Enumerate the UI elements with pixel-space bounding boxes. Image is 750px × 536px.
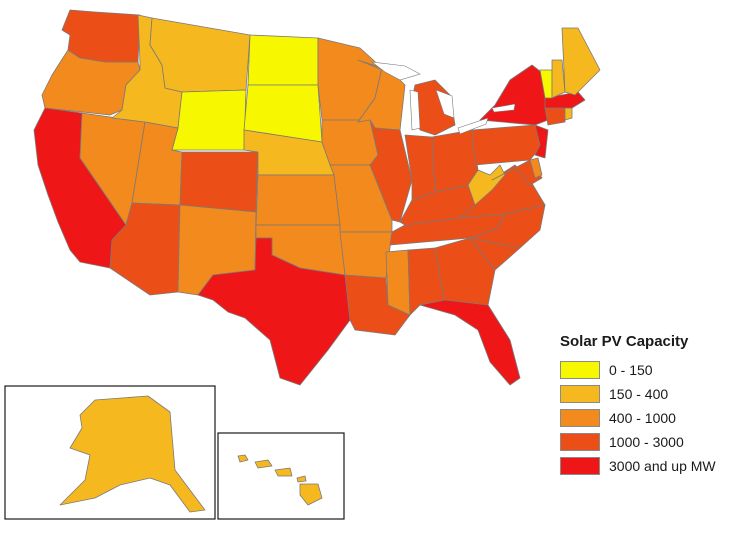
hawaii-inset-frame <box>217 432 345 520</box>
legend-swatch <box>560 457 600 475</box>
state-iowa <box>321 119 379 166</box>
state-kansas <box>255 174 341 226</box>
state-new-jersey <box>534 124 549 159</box>
legend-label: 150 - 400 <box>609 386 669 402</box>
state-florida <box>419 299 521 386</box>
legend-label: 3000 and up MW <box>609 458 716 474</box>
legend-rows: 0 - 150 150 - 400 400 - 1000 1000 - 3000… <box>560 360 745 476</box>
state-alaska <box>59 395 206 513</box>
state-arkansas <box>339 231 393 283</box>
legend-item: 150 - 400 <box>560 384 745 404</box>
lake-superior <box>370 61 421 81</box>
state-georgia <box>434 237 496 306</box>
state-colorado <box>179 151 259 213</box>
legend-swatch <box>560 385 600 403</box>
legend: Solar PV Capacity 0 - 150 150 - 400 400 … <box>560 333 745 480</box>
state-connecticut <box>544 107 566 126</box>
legend-label: 0 - 150 <box>609 362 653 378</box>
state-montana <box>149 17 251 93</box>
state-texas <box>197 237 351 386</box>
lake-erie <box>457 117 489 135</box>
legend-swatch <box>560 433 600 451</box>
legend-item: 3000 and up MW <box>560 456 745 476</box>
legend-item: 400 - 1000 <box>560 408 745 428</box>
state-hawaii <box>237 454 323 506</box>
state-maryland <box>491 159 543 186</box>
alaska-inset-frame <box>4 385 216 520</box>
legend-label: 400 - 1000 <box>609 410 676 426</box>
legend-swatch <box>560 409 600 427</box>
state-new-hampshire <box>551 59 566 99</box>
legend-title: Solar PV Capacity <box>560 333 689 350</box>
state-new-york <box>479 64 549 126</box>
legend-item: 0 - 150 <box>560 360 745 380</box>
lake-ontario <box>491 103 516 113</box>
states-layer <box>33 9 601 513</box>
legend-item: 1000 - 3000 <box>560 432 745 452</box>
state-wyoming <box>171 89 247 151</box>
state-illinois <box>369 119 413 223</box>
state-north-dakota <box>247 34 319 86</box>
state-west-virginia <box>467 164 506 206</box>
lake-michigan <box>409 89 421 131</box>
state-maine <box>561 27 601 96</box>
lake-huron <box>435 89 455 119</box>
state-rhode-island <box>564 107 573 121</box>
state-pennsylvania <box>471 124 543 166</box>
state-indiana <box>404 134 436 201</box>
state-delaware <box>529 157 543 179</box>
state-mississippi <box>385 249 411 316</box>
great-lakes <box>370 61 516 135</box>
state-louisiana <box>344 274 411 336</box>
legend-swatch <box>560 361 600 379</box>
legend-label: 1000 - 3000 <box>609 434 684 450</box>
